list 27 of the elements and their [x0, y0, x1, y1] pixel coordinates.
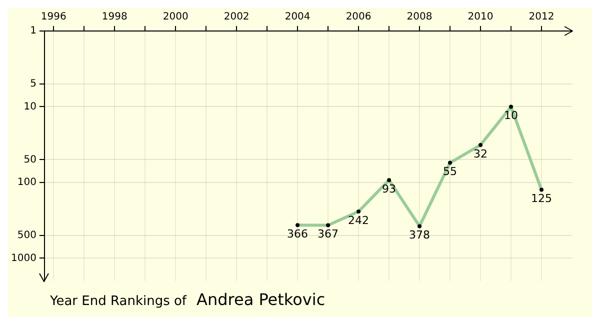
- text: Andrea Petkovic: [196, 290, 326, 309]
- data-label: 242: [348, 214, 370, 227]
- y-tick-label: 100: [17, 177, 36, 188]
- x-tick-label: 1998: [102, 12, 128, 23]
- data-label: 55: [443, 165, 458, 178]
- y-tick-label: 5: [30, 78, 36, 90]
- x-tick-label: 2002: [224, 12, 250, 23]
- x-tick-label: 2000: [162, 12, 188, 23]
- data-label: 32: [474, 147, 488, 160]
- x-tick-label: 2012: [528, 12, 554, 23]
- y-tick-label: 10: [24, 101, 36, 112]
- x-tick-label: 2008: [406, 12, 432, 23]
- data-label: 366: [287, 228, 308, 240]
- data-label: 378: [409, 228, 430, 242]
- text: Year End Rankings of: [50, 294, 187, 309]
- data-label: 125: [531, 192, 552, 206]
- y-tick-label: 1: [30, 26, 36, 37]
- y-tick-label: 50: [24, 154, 36, 166]
- x-tick-label: 1996: [40, 12, 66, 23]
- data-label: 93: [382, 182, 396, 196]
- x-tick-label: 2006: [346, 12, 372, 23]
- data-label: 367: [318, 228, 339, 241]
- x-tick-label: 2004: [284, 12, 310, 23]
- y-tick-label: 500: [17, 230, 36, 241]
- y-tick-label: 1000: [10, 252, 36, 264]
- data-label: 10: [504, 109, 518, 122]
- x-tick-label: 2010: [468, 12, 494, 23]
